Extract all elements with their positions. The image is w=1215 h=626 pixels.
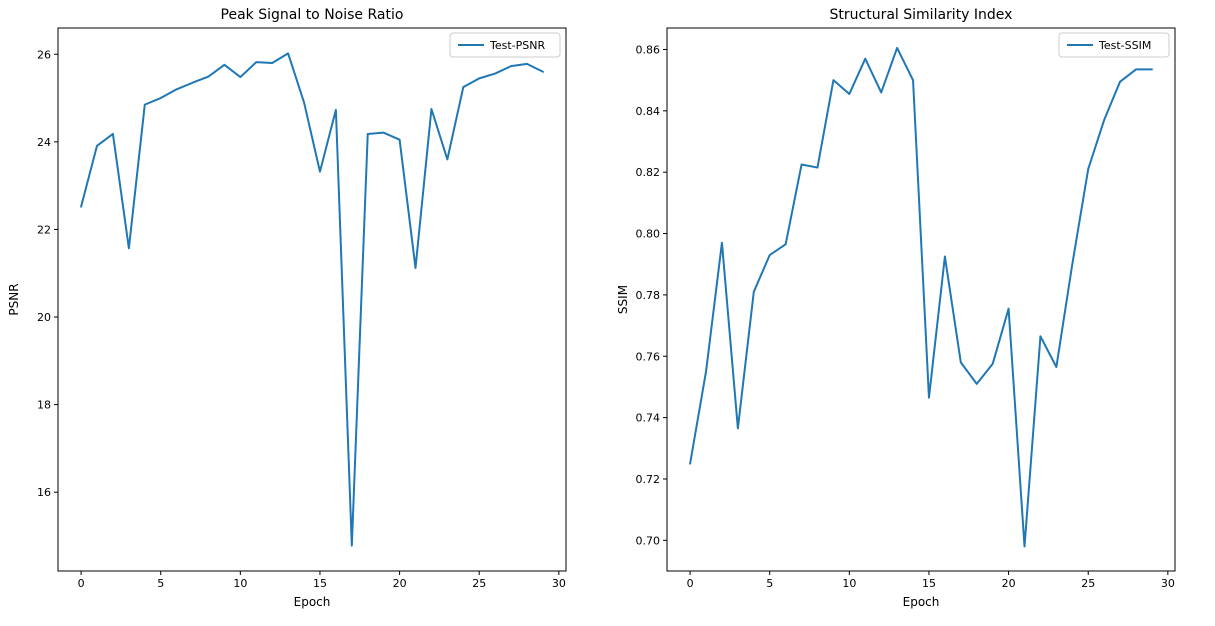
y-tick-label: 0.84 — [636, 105, 661, 118]
x-tick-label: 15 — [922, 577, 936, 590]
y-tick-label: 0.70 — [636, 534, 661, 547]
x-tick-label: 10 — [233, 577, 247, 590]
y-tick-label: 22 — [37, 223, 51, 236]
x-axis-label: Epoch — [903, 595, 940, 609]
x-axis-label: Epoch — [294, 595, 331, 609]
x-tick-label: 20 — [1002, 577, 1016, 590]
y-tick-label: 0.78 — [636, 289, 661, 302]
y-tick-label: 20 — [37, 311, 51, 324]
legend-box — [449, 32, 561, 58]
x-tick-label: 15 — [313, 577, 327, 590]
x-tick-label: 5 — [157, 577, 164, 590]
x-tick-label: 25 — [1081, 577, 1095, 590]
y-axis-label: PSNR — [7, 283, 21, 315]
y-tick-label: 0.86 — [636, 43, 661, 56]
x-tick-label: 5 — [766, 577, 773, 590]
axes-frame — [666, 27, 1176, 572]
legend: Test-PSNR — [449, 32, 561, 58]
x-tick-label: 30 — [552, 577, 566, 590]
chart-2: Structural Similarity Index 0 5 10 15 20 25 30 0… — [616, 7, 1176, 609]
x-tick-label: 10 — [842, 577, 856, 590]
x-tick-label: 25 — [472, 577, 486, 590]
legend: Test-SSIM — [1058, 32, 1170, 58]
x-tick-label: 0 — [78, 577, 85, 590]
chart-title: Structural Similarity Index — [830, 7, 1013, 23]
y-axis-label: SSIM — [616, 285, 630, 314]
y-tick-label: 0.76 — [636, 350, 661, 363]
y-tick-label: 26 — [37, 48, 51, 61]
y-tick-label: 0.72 — [636, 473, 661, 486]
y-tick-label: 18 — [37, 399, 51, 412]
y-tick-label: 0.80 — [636, 228, 661, 241]
chart-title: Peak Signal to Noise Ratio — [221, 7, 404, 23]
legend-label: Test-PSNR — [489, 39, 545, 52]
y-tick-label: 0.74 — [636, 412, 661, 425]
y-tick-label: 0.82 — [636, 166, 661, 179]
chart-1: Peak Signal to Noise Ratio 0 5 10 15 20 25 30 16… — [7, 7, 567, 609]
series-line-test-psnr — [80, 52, 544, 547]
x-tick-label: 20 — [393, 577, 407, 590]
axes-frame — [57, 27, 567, 572]
legend-label: Test-SSIM — [1098, 39, 1151, 52]
legend-box — [1058, 32, 1170, 58]
y-tick-label: 24 — [37, 136, 51, 149]
series-line-test-ssim — [689, 46, 1153, 548]
x-tick-label: 0 — [687, 577, 694, 590]
x-tick-label: 30 — [1161, 577, 1175, 590]
y-tick-label: 16 — [37, 486, 51, 499]
